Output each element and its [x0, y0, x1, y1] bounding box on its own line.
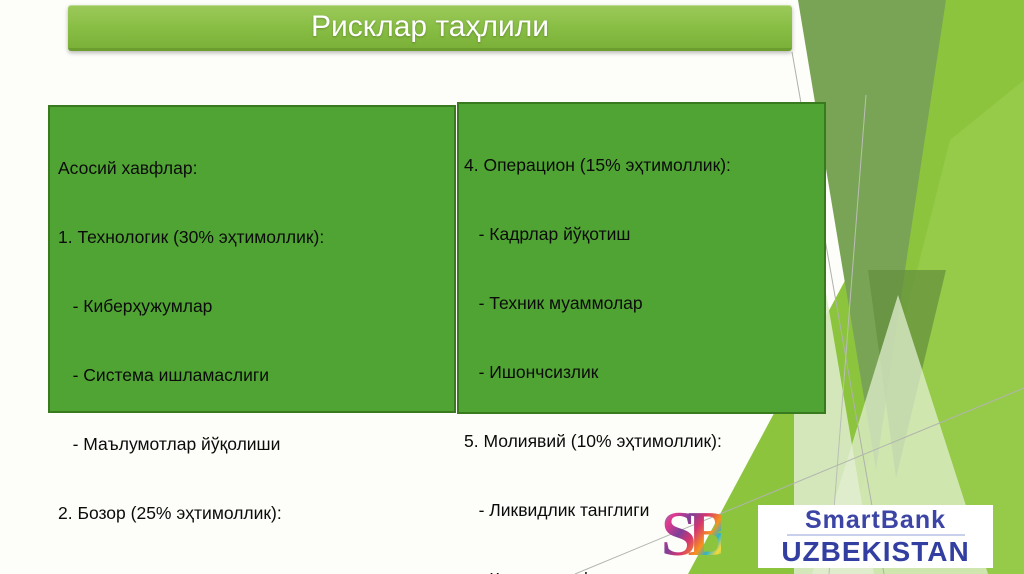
risk-line: - Кредит хавфи — [464, 568, 820, 574]
facet-sage-shape — [798, 0, 946, 470]
risk-line: 2. Бозор (25% эҳтимоллик): — [58, 503, 282, 523]
slide-title: Рисклар таҳлили — [310, 9, 550, 43]
brand-name: SmartBank — [805, 506, 946, 534]
risk-line: - Ликвидлик танглиги — [464, 500, 650, 520]
risk-line: - Кадрлар йўқотиш — [464, 224, 631, 244]
brand-country: UZBEKISTAN — [781, 536, 970, 567]
risk-line: - Киберҳужумлар — [58, 296, 213, 316]
facet-pale-mid — [812, 295, 988, 574]
risk-line: - Маълумотлар йўқолиши — [58, 434, 281, 454]
risk-line: Асосий хавфлар: — [58, 158, 198, 178]
risk-line: 4. Операцион (15% эҳтимоллик): — [464, 155, 731, 175]
risk-box-right: 4. Операцион (15% эҳтимоллик): - Кадрлар… — [457, 102, 826, 574]
risk-line: 5. Молиявий (10% эҳтимоллик): — [464, 431, 722, 451]
logo-plate: SmartBank UZBEKISTAN — [758, 505, 993, 568]
risk-box-left: Асосий хавфлар: 1. Технологик (30% эҳтим… — [48, 105, 456, 574]
facet-line-shallow — [574, 387, 1024, 574]
risk-line: - Система ишламаслиги — [58, 365, 270, 385]
facet-line-vertical — [828, 94, 867, 574]
risk-line: 1. Технологик (30% эҳтимоллик): — [58, 227, 325, 247]
smartbank-logo-icon: SB — [661, 498, 730, 569]
risk-line: - Ишончсизлик — [464, 362, 599, 382]
risk-line: - Рақобатнинг кучли бўлиши — [58, 571, 450, 574]
title-bar: Рисклар таҳлили — [68, 5, 792, 51]
risk-line: - Техник муаммолар — [464, 293, 643, 313]
brand-underline — [786, 534, 965, 536]
